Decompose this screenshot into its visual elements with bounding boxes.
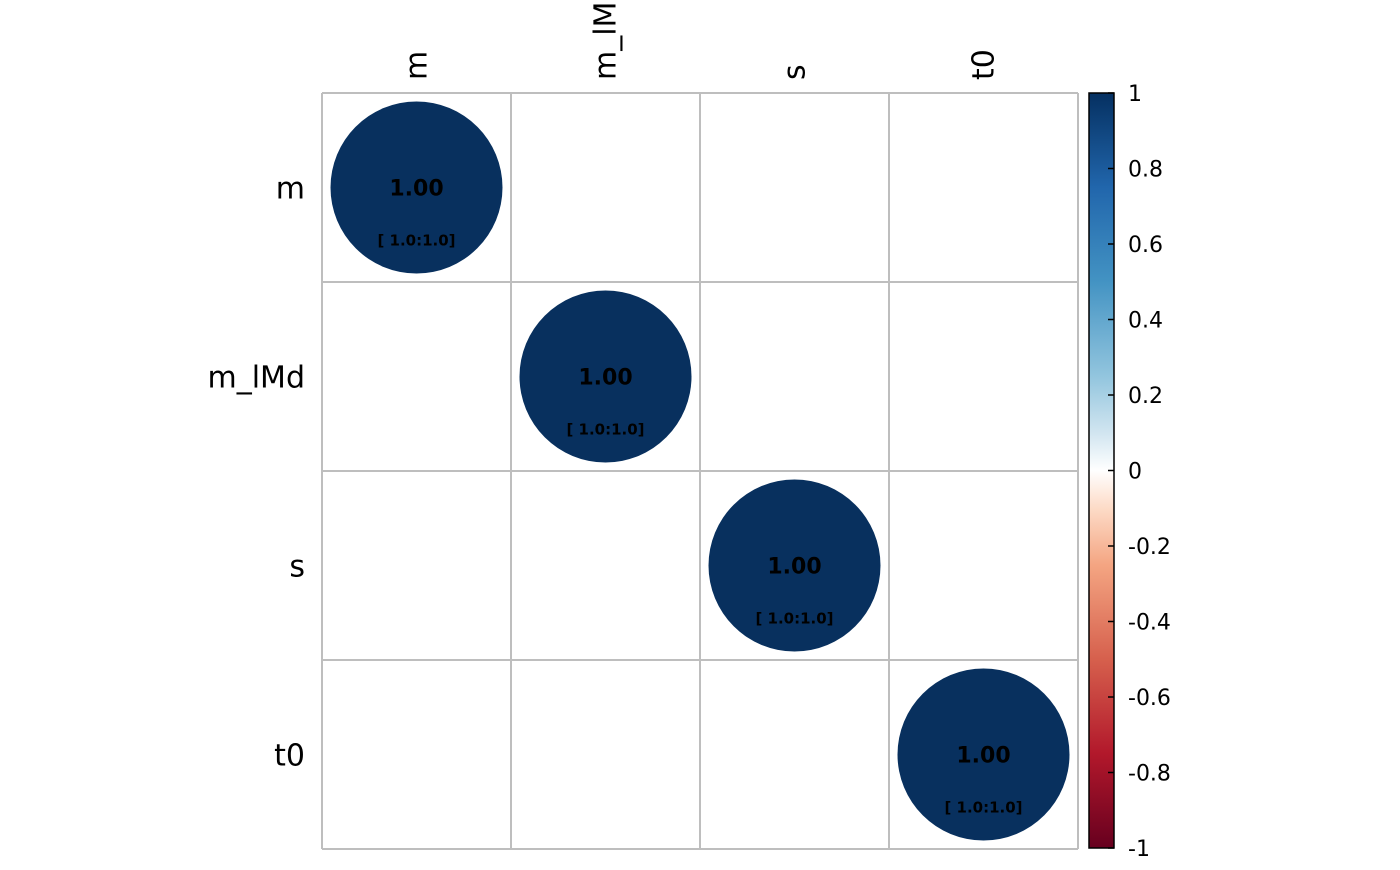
colorbar-tick-label: 0.4	[1128, 309, 1163, 334]
colorbar-tick-label: -0.6	[1128, 686, 1171, 711]
correlation-circle	[330, 101, 503, 274]
colorbar-tick-label: -0.2	[1128, 535, 1171, 560]
correlation-circle	[708, 479, 881, 652]
grid-layer	[321, 92, 1079, 850]
column-label: m	[400, 51, 435, 80]
colorbar-tick-label: 0.2	[1128, 384, 1163, 409]
colorbar-tick-label: 1	[1128, 82, 1142, 107]
row-label: t0	[274, 739, 305, 774]
confidence-interval-label: [ 1.0:1.0]	[755, 610, 833, 628]
colorbar-tick-label: -1	[1128, 837, 1150, 862]
colorbar-tick-label: 0	[1128, 460, 1142, 485]
correlation-value-label: 1.00	[578, 366, 632, 391]
row-label: m	[276, 172, 305, 207]
correlation-circle	[519, 290, 692, 463]
correlation-circle	[897, 668, 1070, 841]
circle-layer: 1.00 [ 1.0:1.0] 1.00 [ 1.0:1.0] 1.00 [ 1.0:1.…	[330, 101, 1070, 841]
colorbar-tick-label: 0.8	[1128, 158, 1163, 183]
column-label: m_lM	[589, 2, 624, 80]
row-label: m_lMd	[208, 361, 306, 396]
confidence-interval-label: [ 1.0:1.0]	[377, 232, 455, 250]
colorbar-tick-label: -0.8	[1128, 762, 1171, 787]
row-label: s	[289, 550, 305, 585]
correlation-value-label: 1.00	[767, 555, 821, 580]
confidence-interval-label: [ 1.0:1.0]	[566, 421, 644, 439]
confidence-interval-label: [ 1.0:1.0]	[944, 799, 1022, 817]
column-label: s	[778, 64, 813, 80]
colorbar: 1 0.8 0.6 0.4 0.2 0 -0.2 -0.4 -0.6 -0.8 -1	[1088, 82, 1171, 862]
correlation-value-label: 1.00	[389, 177, 443, 202]
colorbar-tick-label: 0.6	[1128, 233, 1163, 258]
colorbar-tick-label: -0.4	[1128, 611, 1171, 636]
column-label: t0	[967, 49, 1002, 80]
correlation-value-label: 1.00	[956, 744, 1010, 769]
